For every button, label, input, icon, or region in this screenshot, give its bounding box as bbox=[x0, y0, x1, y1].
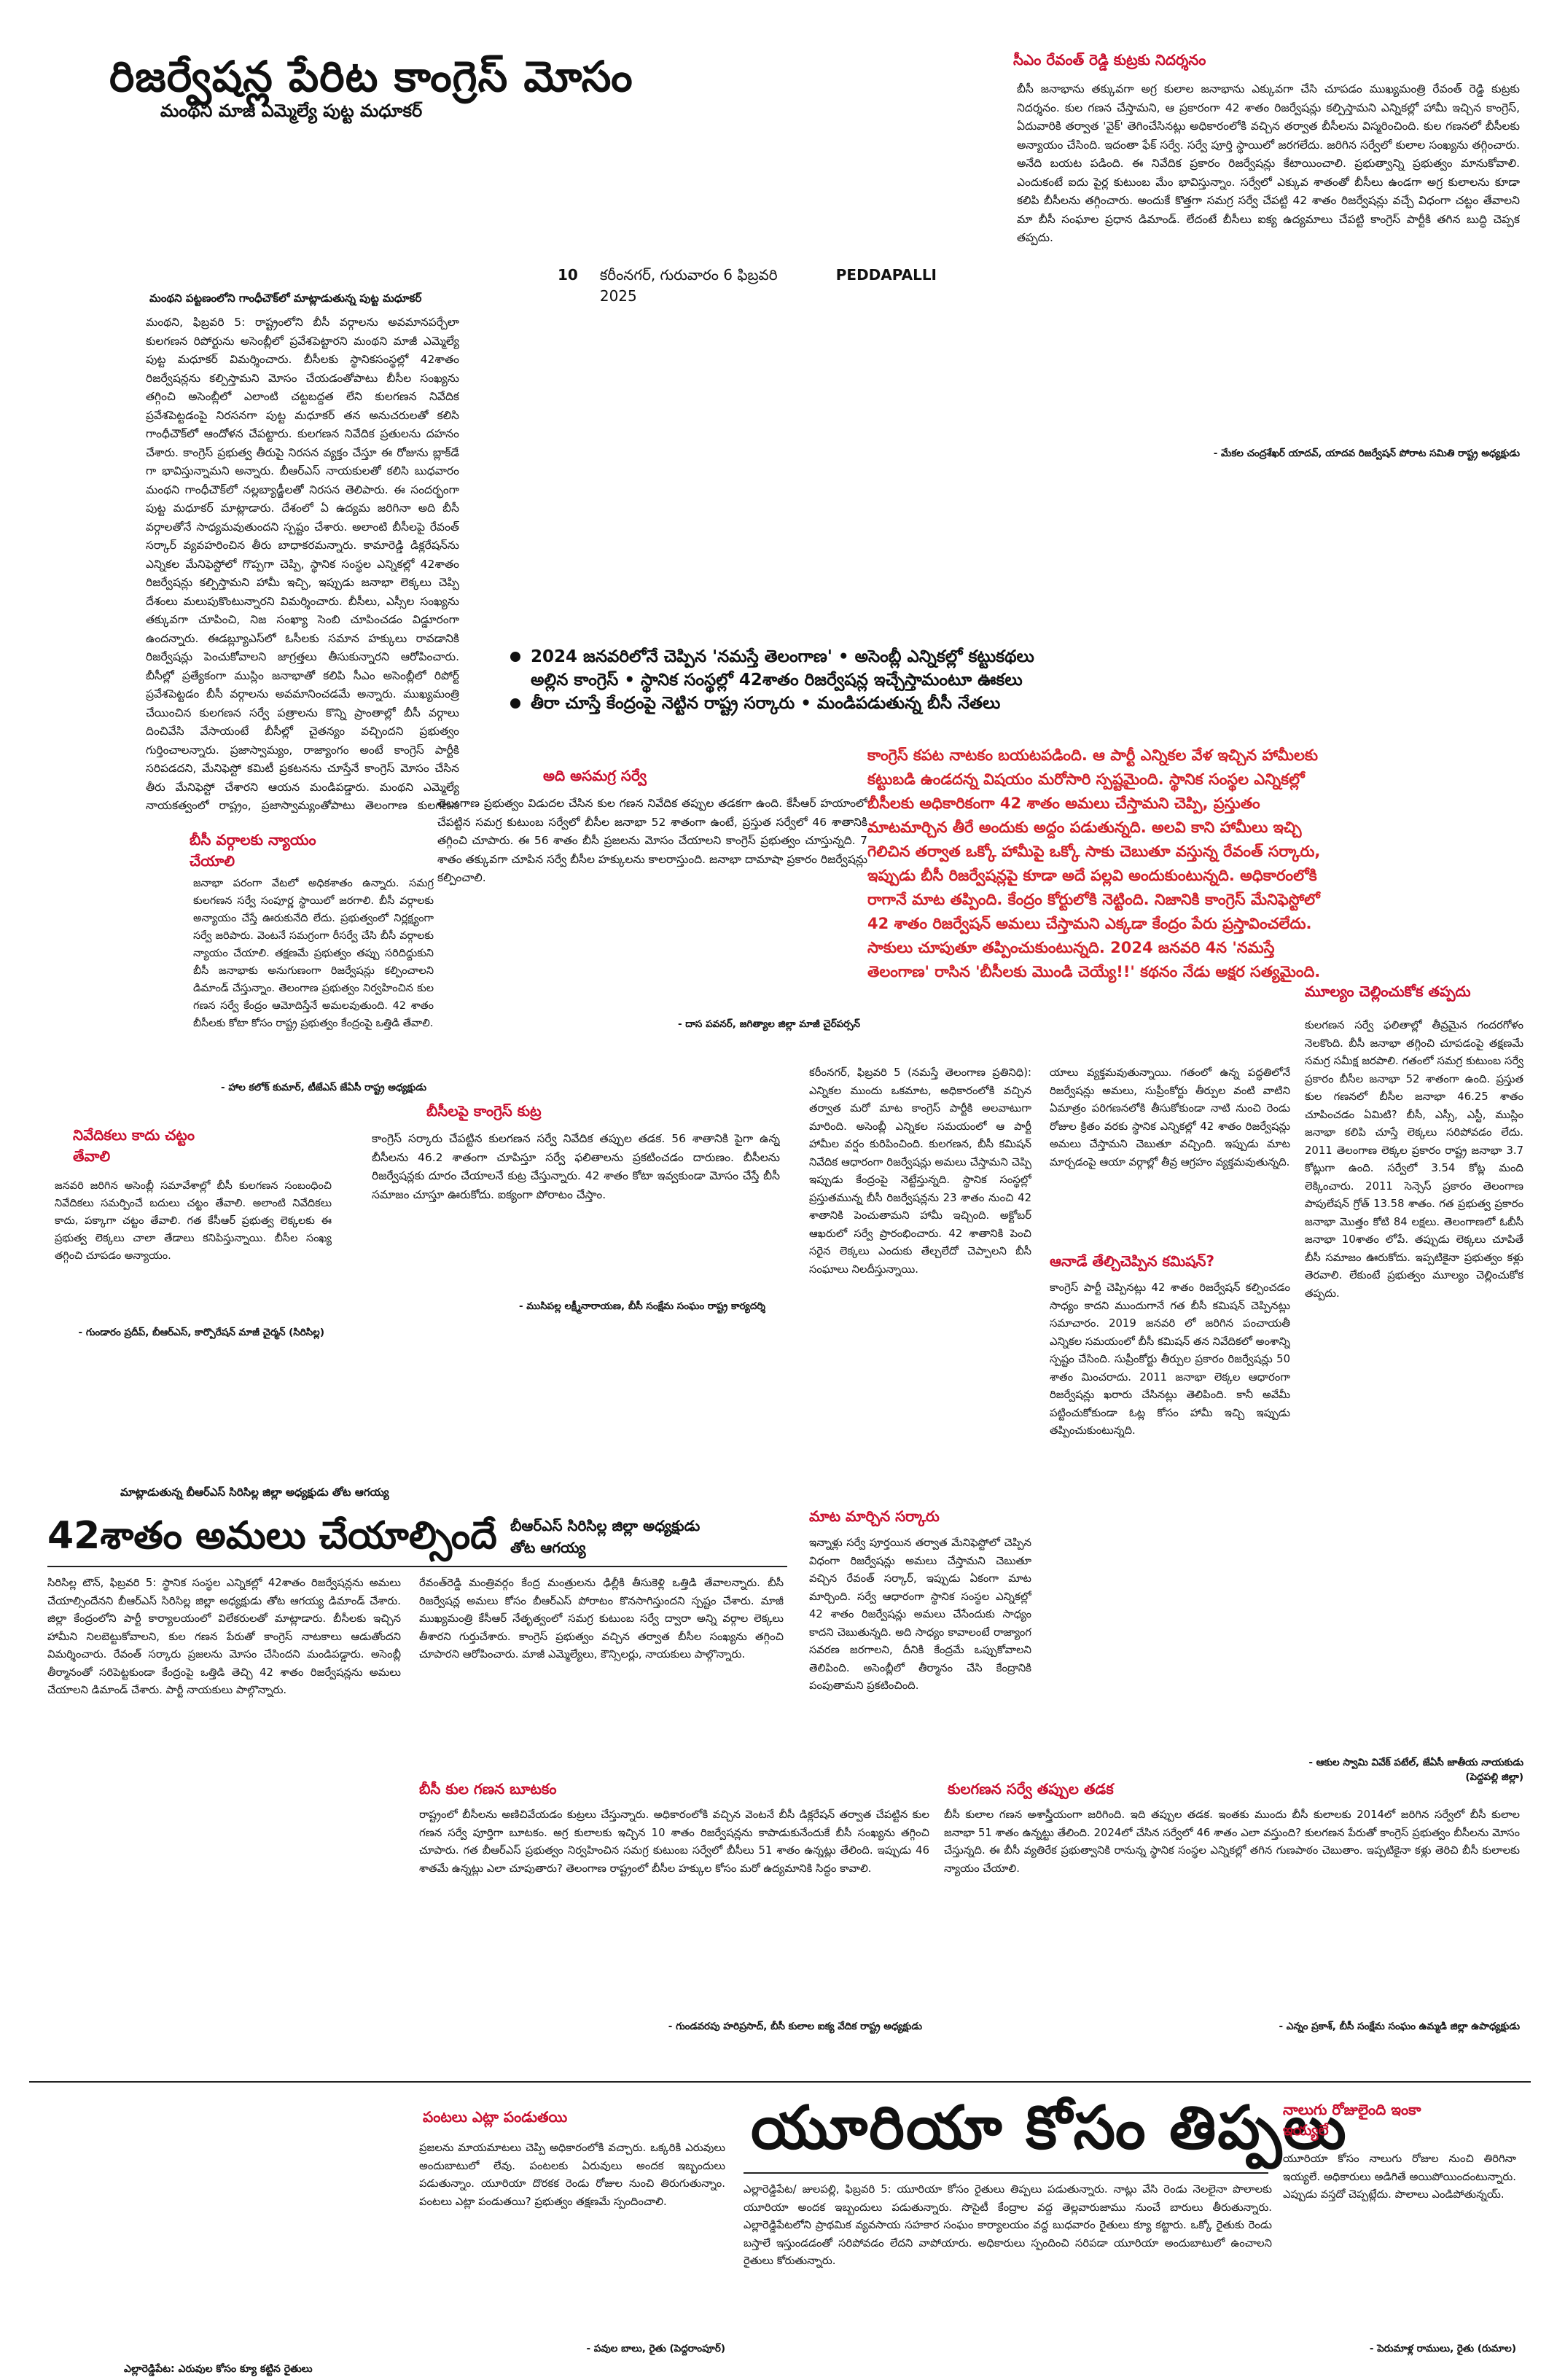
feature-col1-signature: - దాస పవనర్, జగిత్యాల జిల్లా మాజీ చైర్‌ప… bbox=[677, 1018, 860, 1030]
box-report-signature: - గుండారం ప్రదీప్, బీఆర్‌ఎస్, కార్పొరేషన… bbox=[78, 1327, 324, 1338]
strip-col2-signature: - ఎన్నం ప్రకాశ్, బీసీ సంక్షేమ సంఘం ఉమ్మడ… bbox=[1279, 2021, 1520, 2032]
side-signature: - మేకల చంద్రశేఖర్ యాదవ్, యాదవ రిజర్వేషన్… bbox=[1213, 448, 1520, 459]
feature-col5-body: కులగణన సర్వే ఫలితాల్లో తీవ్రమైన గందరగోళం… bbox=[1305, 1019, 1523, 1300]
feature-col3-body: కరీంనగర్, ఫిబ్రవరి 5 (నమస్తే తెలంగాణ ప్ర… bbox=[809, 1066, 1031, 1276]
story42-rule bbox=[47, 1566, 787, 1567]
strip-col2-head: కులగణన సర్వే తప్పుల తడక bbox=[948, 1780, 1114, 1798]
urea-side-body: యూరియా కోసం నాలుగు రోజుల నుంచి తిరిగినా … bbox=[1283, 2153, 1516, 2201]
crops-caption: ఎల్లారెడ్డిపేట: ఎరువుల కోసం క్యూ కట్టిన … bbox=[124, 2363, 313, 2375]
feature-bullet: 2024 జనవరిలోనే చెప్పిన 'నమస్తే తెలంగాణ' … bbox=[510, 645, 1195, 668]
crops-head: పంటలు ఎట్లా పండుతయి bbox=[423, 2108, 568, 2126]
box-report-title: నివేదికలు కాదు చట్టం తేవాలి bbox=[73, 1126, 195, 1165]
feature-col5-signature: - ఆకుల స్వామి వివేక్ పటేల్, జేఏసీ జాతీయ … bbox=[1308, 1757, 1523, 1783]
page-number: 10 bbox=[558, 266, 578, 284]
urea-rule bbox=[744, 2172, 1268, 2174]
dateline: కరీంనగర్, గురువారం 6 ఫిబ్రవరి 2025 bbox=[599, 266, 778, 305]
feature-bullets: 2024 జనవరిలోనే చెప్పిన 'నమస్తే తెలంగాణ' … bbox=[510, 645, 1195, 715]
lead-body: మంథని, ఫిబ్రవరి 5: రాష్ట్రంలోని బీసీ వర్… bbox=[146, 316, 459, 812]
masthead: 10 కరీంనగర్, గురువారం 6 ఫిబ్రవరి 2025 PE… bbox=[558, 266, 937, 305]
lead-kicker: మంథని పట్టణంలోని గాంధీచౌక్‌లో మాట్లాడుతు… bbox=[149, 292, 422, 305]
feature-red-lead: కాంగ్రెస్ కపట నాటకం బయటపడింది. ఆ పార్టీ … bbox=[867, 746, 1321, 980]
box-bc-justice-title: బీసీ వర్గాలకు న్యాయం చేయాలి bbox=[190, 831, 316, 870]
side-head: సీఎం రేవంత్ రెడ్డి కుట్రకు నిదర్శనం bbox=[1013, 51, 1206, 69]
feature-col3-head: మాట మార్చిన సర్కారు bbox=[809, 1507, 940, 1525]
strip-col1-body: రాష్ట్రంలో బీసీలను అణిచివేయడం కుట్రలు చే… bbox=[419, 1809, 929, 1875]
box-bc-justice-signature: - హాల కలోక్ కుమార్, టీజేఎస్ జేఏసీ రాష్ట్… bbox=[221, 1082, 426, 1093]
feature-col4-body: యాలు వ్యక్తమవుతున్నాయి. గతంలో ఉన్న పద్ధత… bbox=[1050, 1066, 1290, 1168]
feature-bullet: అల్లిన కాంగ్రెస్ • స్థానిక సంస్థల్లో 42శ… bbox=[531, 671, 1023, 690]
story42-headline: 42శాతం అమలు చేయాల్సిందే bbox=[47, 1514, 497, 1558]
bottom-rule bbox=[29, 2081, 1531, 2083]
urea-body: ఎల్లారెడ్డిపేట/ జులపల్లి, ఫిబ్రవరి 5: యూ… bbox=[744, 2183, 1272, 2267]
crops-signature: - పవుల బాలు, రైతు (పెద్దరాంపూర్) bbox=[586, 2343, 725, 2354]
story42-side-title: బీఆర్ఎస్ సిరిసిల్ల జిల్లా అధ్యక్షుడు తోట… bbox=[510, 1517, 701, 1556]
feature-col4-body2: కాంగ్రెస్ పార్టీ చెప్పినట్లు 42 శాతం రిజ… bbox=[1050, 1281, 1290, 1437]
strip-col1-head: బీసీ కుల గణన బూటకం bbox=[419, 1780, 557, 1798]
urea-side-head: నాలుగు రోజులైంది ఇంకా ఇయ్యలే bbox=[1283, 2101, 1421, 2139]
strip-col2-body: బీసీ కులాల గణన అశాస్త్రీయంగా జరిగింది. ఇ… bbox=[944, 1809, 1520, 1875]
box-report-body: జనవరి జరిగిన అసెంబ్లీ సమావేశాల్లో బీసీ క… bbox=[55, 1180, 332, 1262]
feature-col1-body: తెలంగాణ ప్రభుత్వం విడుదల చేసిన కుల గణన న… bbox=[437, 797, 867, 884]
story42-body: సిరిసిల్ల టౌన్, ఫిబ్రవరి 5: స్థానిక సంస్… bbox=[47, 1577, 401, 1696]
lead-subhead: మంథని మాజీ ఎమ్మెల్యే పుట్ట మధూకర్ bbox=[160, 101, 423, 121]
story42-col2: రేవంత్‌రెడ్డి మంత్రివర్గం కేంద్ర మంత్రుల… bbox=[419, 1577, 784, 1661]
urea-headline: యూరియా కోసం తిప్పలు bbox=[751, 2094, 1348, 2163]
edition: PEDDAPALLI bbox=[835, 266, 937, 284]
crops-body: ప్రజలను మాయమాటలు చెప్పి అధికారంలోకి వచ్చ… bbox=[419, 2142, 725, 2208]
feature-col1-head: అది అసమగ్ర సర్వే bbox=[543, 767, 647, 784]
story42-kicker: మాట్లాడుతున్న బీఆర్ఎస్ సిరిసిల్ల జిల్లా … bbox=[120, 1486, 389, 1499]
feature-col4-head: ఆనాడే తేల్చిచెప్పిన కమిషన్? bbox=[1050, 1252, 1215, 1270]
feature-col2-signature: - ముసిపల్ల లక్ష్మీనారాయణ, బీసీ సంక్షేమ స… bbox=[518, 1300, 765, 1312]
feature-col2-body: కాంగ్రెస్ సర్కారు చేపట్టిన కులగణన సర్వే … bbox=[372, 1132, 780, 1201]
feature-col3-body2: ఇన్నాళ్లు సర్వే పూర్తయిన తర్వాత మేనిఫెస్… bbox=[809, 1537, 1031, 1692]
feature-col5-head: మూల్యం చెల్లించుకోక తప్పదు bbox=[1305, 983, 1471, 1000]
side-body: బీసీ జనాభాను తక్కువగా అగ్ర కులాల జనాభాను… bbox=[1017, 82, 1520, 244]
box-bc-justice-body: జనాభా పరంగా వేటలో అధికశాతం ఉన్నారు. సమగ్… bbox=[193, 878, 434, 1029]
feature-bullet: తీరా చూస్తే కేంద్రంపై నెట్టిన రాష్ట్ర సర… bbox=[510, 692, 1195, 715]
strip-col1-signature: - గుండవరపు హరిప్రసాద్, బీసీ కులాల ఐక్య వ… bbox=[668, 2021, 922, 2032]
urea-side-signature: - పెరుమాళ్ల రాములు, రైతు (రుమాల) bbox=[1369, 2343, 1516, 2354]
lead-headline: రిజర్వేషన్ల పేరిట కాంగ్రెస్ మోసం bbox=[109, 52, 633, 101]
feature-col2-head: బీసీలపై కాంగ్రెస్ కుట్ర bbox=[426, 1102, 542, 1120]
